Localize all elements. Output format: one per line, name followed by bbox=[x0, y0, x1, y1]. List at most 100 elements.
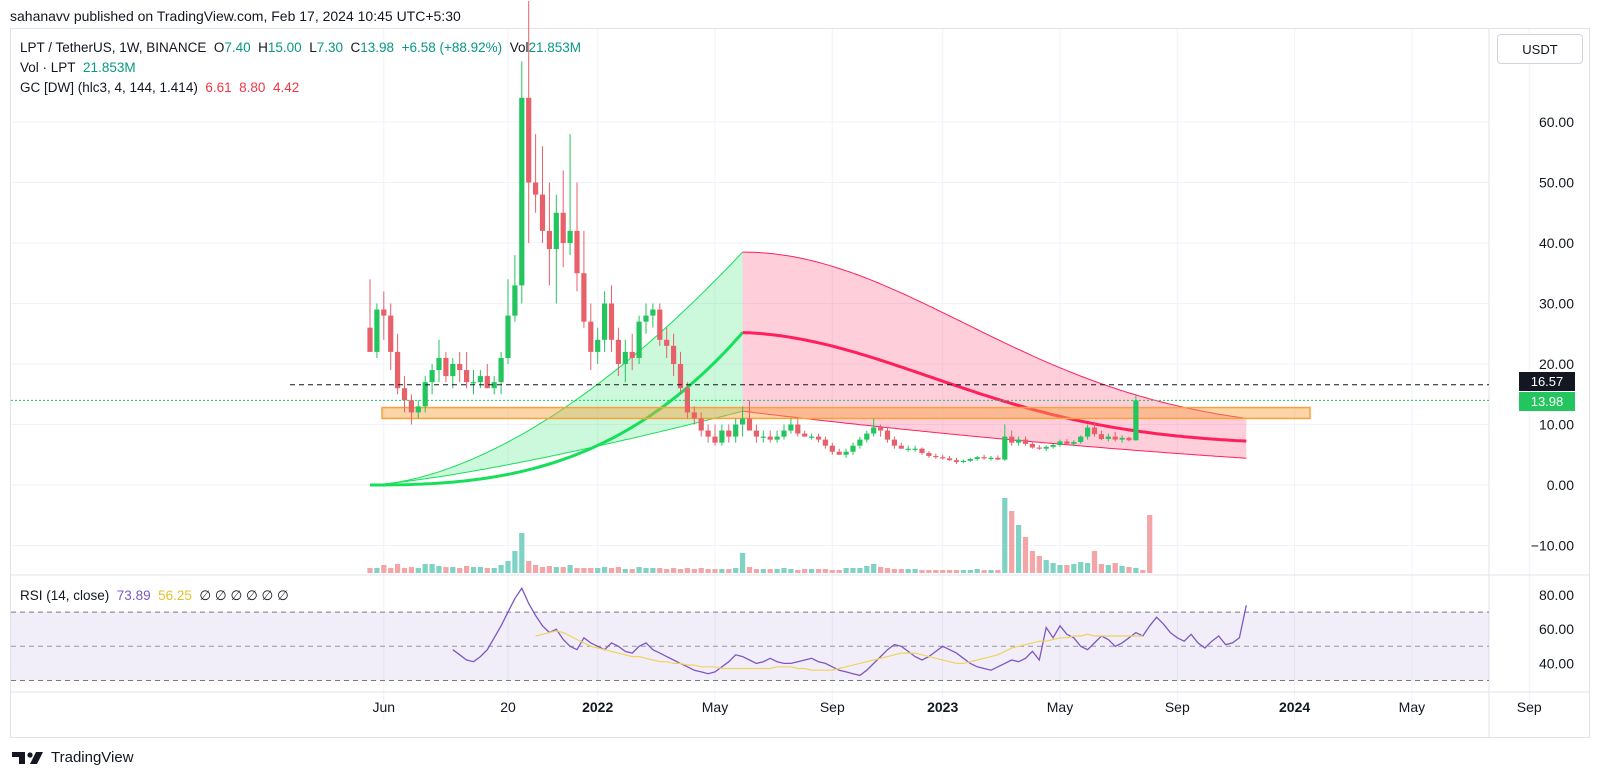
time-tick-label: Sep bbox=[1165, 699, 1190, 715]
candle-body bbox=[891, 439, 897, 446]
symbol-title: LPT / TetherUS, 1W, BINANCE bbox=[20, 40, 207, 55]
candle-body bbox=[415, 406, 421, 413]
last-price-tag: 13.98 bbox=[1519, 392, 1575, 411]
volume-bar bbox=[388, 568, 394, 573]
candle-body bbox=[388, 315, 394, 352]
volume-bar bbox=[602, 567, 608, 573]
candle-body bbox=[470, 382, 477, 384]
volume-bar bbox=[1098, 564, 1104, 573]
volume-bar bbox=[367, 568, 373, 573]
volume-bar bbox=[1112, 563, 1118, 573]
volume-bar bbox=[947, 570, 953, 573]
candle-body bbox=[574, 230, 580, 274]
candle-body bbox=[1091, 427, 1098, 435]
candle-body bbox=[836, 451, 842, 455]
candle-body bbox=[1085, 427, 1091, 437]
price-tick-label: 0.00 bbox=[1547, 477, 1574, 493]
candle-body bbox=[595, 339, 601, 352]
candle-body bbox=[705, 430, 711, 437]
candle-body bbox=[560, 212, 566, 243]
candle-body bbox=[802, 433, 808, 437]
rsi-pane bbox=[11, 586, 1489, 681]
volume-bar bbox=[691, 569, 697, 573]
candle-body bbox=[546, 230, 552, 250]
volume-bar bbox=[595, 568, 601, 573]
gc-band-rising bbox=[370, 252, 743, 485]
price-tick-label: 10.00 bbox=[1539, 417, 1574, 433]
price-tick-label: −10.00 bbox=[1531, 538, 1574, 554]
candle-body bbox=[443, 357, 449, 377]
volume-bar bbox=[857, 568, 863, 573]
volume-bar bbox=[1009, 511, 1015, 573]
volume-bar bbox=[726, 569, 732, 573]
candle-body bbox=[698, 418, 704, 431]
volume-bar bbox=[740, 553, 746, 573]
volume-bar bbox=[484, 568, 490, 573]
volume-bar bbox=[546, 566, 552, 573]
candle-body bbox=[953, 460, 960, 463]
gc-lower-falling bbox=[742, 410, 1247, 459]
time-tick-label: 2024 bbox=[1279, 699, 1310, 715]
time-tick-label: Sep bbox=[820, 699, 845, 715]
volume-bar bbox=[836, 570, 842, 573]
volume-bar bbox=[926, 570, 932, 573]
volume-bar bbox=[374, 568, 380, 573]
candle-body bbox=[512, 285, 518, 316]
axes: 60.00 50.00 40.00 30.00 20.00 10.00 0.00 −10.00… bbox=[373, 114, 1575, 715]
volume-bar bbox=[519, 533, 525, 573]
volume-bar bbox=[1126, 567, 1132, 573]
volume-bar bbox=[809, 569, 815, 573]
volume-bar bbox=[671, 568, 677, 573]
volume-bar bbox=[1119, 566, 1125, 573]
candle-body bbox=[615, 339, 621, 364]
volume-bar bbox=[1002, 498, 1008, 573]
volume-bar bbox=[1029, 551, 1035, 573]
candle-body bbox=[857, 439, 863, 446]
volume-legend: Vol · LPT 21.853M bbox=[20, 60, 136, 75]
candle-body bbox=[1029, 443, 1035, 448]
rsi-line bbox=[452, 586, 1247, 677]
high-level-tag: 16.57 bbox=[1519, 372, 1575, 391]
candle-body bbox=[850, 445, 856, 452]
volume-bar bbox=[629, 569, 635, 573]
candle-body bbox=[539, 194, 546, 231]
candle-body bbox=[450, 364, 456, 377]
candle-body bbox=[581, 273, 587, 322]
volume-bar bbox=[464, 566, 470, 573]
volume-bar bbox=[878, 567, 884, 573]
candle-body bbox=[395, 351, 401, 389]
volume-bar bbox=[643, 568, 649, 573]
candle-body bbox=[926, 452, 932, 456]
candle-body bbox=[1119, 437, 1125, 440]
time-tick-label: 2023 bbox=[927, 699, 958, 715]
candle-body bbox=[733, 424, 739, 437]
chart-frame bbox=[10, 28, 1590, 738]
candle-body bbox=[650, 309, 656, 316]
candle-body bbox=[526, 97, 532, 183]
volume-bar bbox=[795, 570, 801, 573]
candle-body bbox=[712, 436, 718, 443]
volume-bar bbox=[636, 567, 642, 573]
volume-bar bbox=[533, 565, 539, 573]
volume-bar bbox=[581, 568, 587, 573]
change-value: +6.58 (+88.92%) bbox=[401, 40, 503, 55]
gaussian-channel bbox=[369, 251, 1247, 487]
volume-bar bbox=[608, 568, 615, 573]
candle-body bbox=[1050, 445, 1056, 447]
candle-body bbox=[871, 427, 877, 434]
candle-body bbox=[967, 458, 973, 461]
tradingview-logo[interactable]: TradingView bbox=[12, 749, 134, 766]
candle-body bbox=[767, 436, 773, 440]
volume-bar bbox=[733, 568, 739, 573]
candle-body bbox=[1036, 447, 1042, 449]
currency-button[interactable]: USDT bbox=[1497, 34, 1583, 64]
volume-bar bbox=[395, 564, 401, 573]
volume-bar bbox=[588, 568, 594, 573]
candle-body bbox=[1133, 400, 1139, 441]
candle-body bbox=[671, 345, 677, 364]
volume-bar bbox=[1050, 563, 1056, 573]
price-tick-label: 60.00 bbox=[1539, 114, 1574, 130]
candle-body bbox=[519, 97, 525, 286]
volume-bar bbox=[933, 570, 939, 573]
